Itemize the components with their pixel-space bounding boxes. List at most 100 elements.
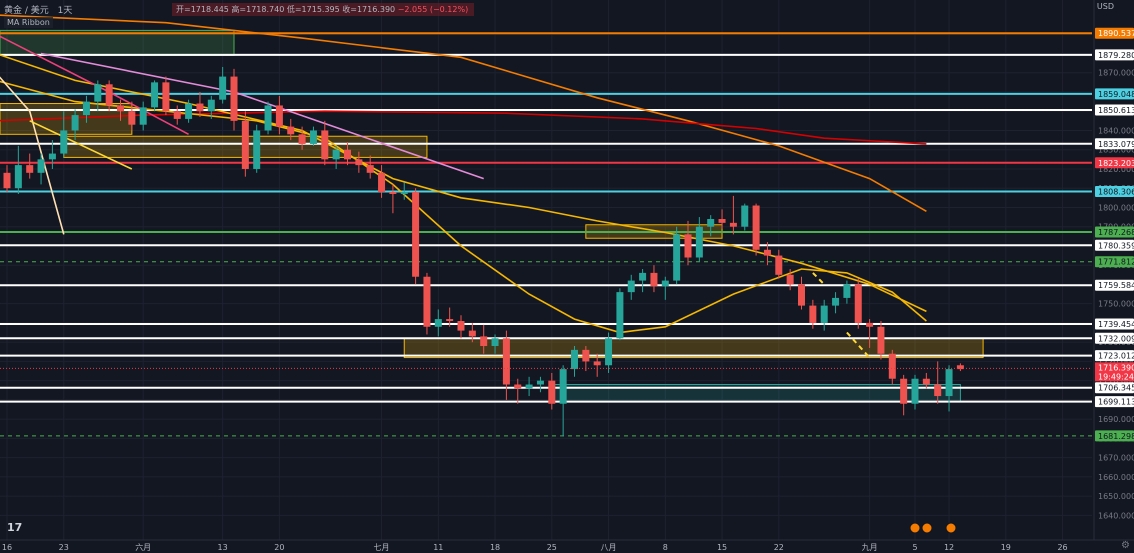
moving-average-line: [0, 80, 927, 334]
candle-body: [763, 249, 771, 256]
economic-event-marker: [945, 522, 957, 534]
candle-body: [185, 103, 193, 119]
candle-body: [117, 105, 124, 112]
candle-body: [548, 380, 556, 404]
candle: [752, 203, 760, 256]
candle: [480, 324, 488, 354]
level-price-tag: 1859.048: [1098, 90, 1134, 99]
candle-body: [298, 134, 306, 144]
x-tick-label: 23: [59, 543, 69, 552]
symbol-name[interactable]: 黄金 / 美元: [4, 6, 49, 16]
moving-average-line: [846, 331, 871, 359]
candle: [786, 269, 794, 291]
candle-body: [559, 369, 567, 404]
ma-ribbon-indicator-label[interactable]: MA Ribbon: [4, 17, 53, 28]
level-price-tag: 1890.537: [1098, 29, 1134, 38]
candle-body: [26, 165, 34, 173]
candle: [616, 288, 624, 341]
level-price-tag-bg: [1095, 430, 1134, 442]
candle-body: [491, 338, 499, 347]
candle-body: [605, 338, 613, 366]
change-value: −2.055 (−0.12%): [397, 5, 469, 14]
candle: [14, 145, 22, 194]
candle-body: [480, 336, 488, 347]
level-price-tag: 1780.359: [1098, 241, 1134, 250]
x-tick-label: 20: [274, 543, 284, 552]
candle: [809, 299, 817, 329]
candle: [661, 276, 669, 300]
level-price-tag: 1699.113: [1098, 398, 1134, 407]
candle: [105, 80, 113, 112]
candle: [321, 120, 329, 166]
candle: [911, 374, 919, 410]
candle-body: [264, 105, 272, 131]
x-tick-label: 22: [774, 543, 784, 552]
level-price-tag-bg: [1095, 138, 1134, 150]
level-price-tag-bg: [1095, 256, 1134, 268]
candle-body: [627, 280, 635, 293]
tradingview-logo[interactable]: 17: [7, 521, 23, 534]
candle-body: [400, 192, 408, 194]
candle-body: [752, 205, 760, 250]
candle-body: [843, 284, 851, 298]
axis-unit[interactable]: USD: [1096, 2, 1114, 11]
candle: [446, 307, 454, 327]
candle: [207, 95, 215, 119]
candle-body: [639, 272, 647, 281]
candle-body: [3, 172, 11, 189]
candle: [491, 334, 499, 354]
candle-body: [877, 326, 885, 354]
candle: [423, 272, 431, 335]
candle: [139, 101, 147, 131]
candle: [502, 330, 510, 400]
settings-icon[interactable]: ⚙: [1121, 540, 1130, 551]
candle-body: [219, 76, 227, 100]
candle: [775, 249, 783, 279]
candle-body: [536, 380, 544, 385]
candle-body: [412, 192, 420, 277]
candle-body: [151, 82, 159, 108]
ohlc-readout: 开=1718.445 高=1718.740 低=1715.395 收=1716.…: [172, 3, 475, 16]
candle-body: [275, 105, 283, 127]
candle-body: [389, 192, 397, 194]
candle: [763, 242, 771, 266]
y-tick-label: 1660.000: [1098, 473, 1134, 482]
candle: [843, 280, 851, 304]
level-price-tag: 1706.345: [1098, 384, 1134, 393]
candle-body: [207, 99, 215, 112]
y-tick-label: 1670.000: [1098, 454, 1134, 463]
candle: [48, 140, 56, 169]
candle-body: [468, 330, 476, 337]
level-price-tag: 1808.306: [1098, 187, 1134, 196]
interval-label[interactable]: 1天: [57, 6, 73, 16]
candle-body: [321, 130, 329, 160]
candle: [71, 109, 79, 141]
candle: [650, 265, 658, 293]
candle: [60, 111, 68, 158]
candle-body: [832, 297, 840, 306]
candle: [264, 101, 272, 135]
candle-body: [502, 338, 510, 385]
candle: [593, 353, 601, 377]
candle-body: [775, 255, 783, 275]
candle-body: [593, 361, 601, 366]
current-price-tag-bg: [1095, 362, 1134, 382]
x-tick-label: 11: [433, 543, 443, 552]
candle: [945, 365, 953, 412]
candle: [185, 99, 193, 123]
candle-body: [457, 321, 465, 331]
level-price-tag-bg: [1095, 88, 1134, 100]
candle-body: [956, 365, 964, 370]
candle: [3, 165, 11, 193]
level-price-tag: 1681.298: [1098, 432, 1134, 441]
candle-body: [173, 111, 181, 119]
candle: [230, 68, 238, 131]
y-tick-label: 1750.000: [1098, 300, 1134, 309]
candle: [922, 372, 930, 389]
candle: [162, 76, 170, 116]
candle: [309, 126, 317, 146]
candle: [389, 184, 397, 214]
candle-body: [344, 149, 351, 160]
candle: [741, 203, 749, 231]
